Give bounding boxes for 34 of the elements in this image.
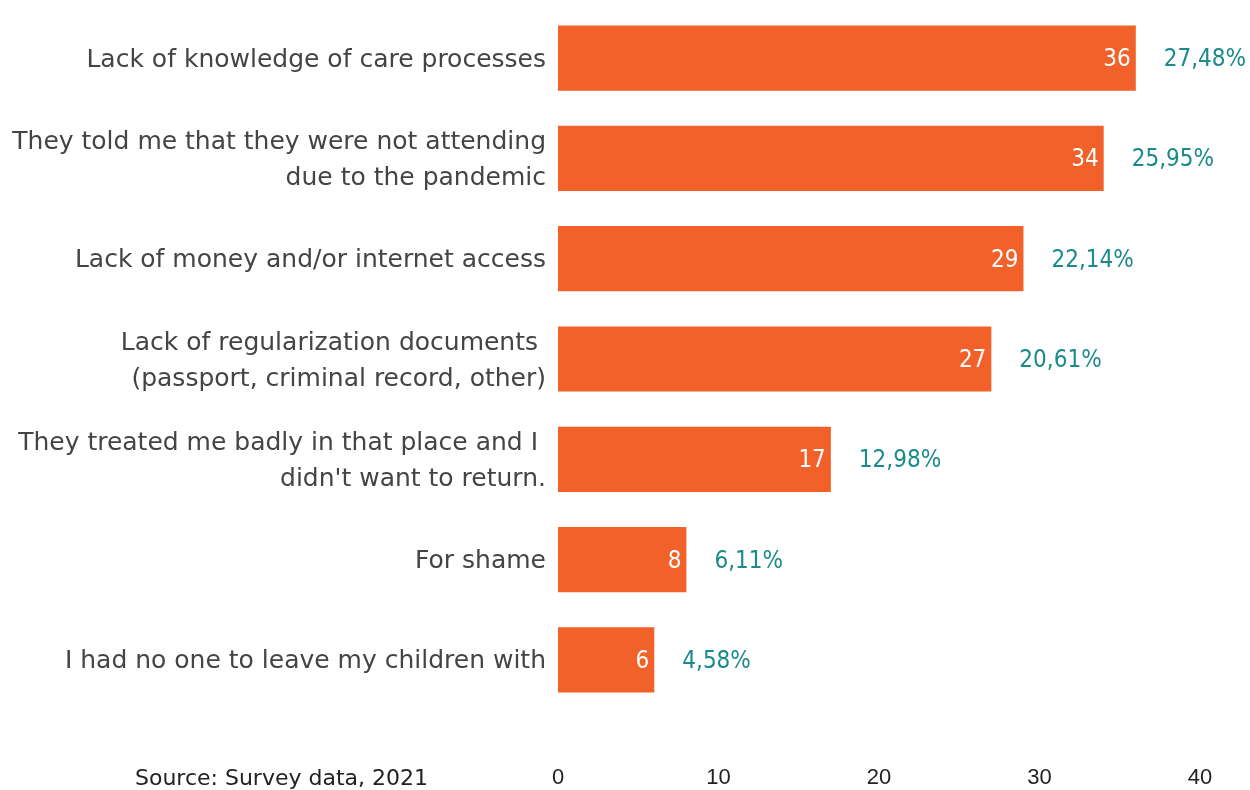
data-label: 34 bbox=[1071, 144, 1099, 173]
annotation: 12,98% bbox=[858, 445, 942, 474]
annotation: 25,95% bbox=[1131, 144, 1215, 173]
bar bbox=[558, 627, 655, 693]
y-tick-label: I had no one to leave my children with bbox=[64, 645, 546, 675]
annotation: 4,58% bbox=[682, 645, 751, 674]
x-tick-label: 40 bbox=[1187, 763, 1213, 789]
x-tick-label: 30 bbox=[1027, 763, 1052, 789]
bar bbox=[558, 125, 1104, 192]
x-tick-label: 20 bbox=[866, 763, 892, 789]
annotation: 20,61% bbox=[1019, 345, 1102, 373]
y-tick-label: Lack of knowledge of care processes bbox=[86, 43, 546, 73]
source-note: Source: Survey data, 2021 bbox=[135, 764, 429, 790]
bar bbox=[558, 426, 831, 492]
bar bbox=[558, 25, 1136, 91]
x-tick-label: 0 bbox=[551, 763, 565, 789]
annotation: 22,14% bbox=[1051, 244, 1134, 273]
bar bbox=[558, 226, 1024, 292]
data-label: 36 bbox=[1103, 44, 1131, 73]
data-label: 17 bbox=[798, 445, 826, 474]
data-label: 8 bbox=[667, 545, 682, 574]
annotation: 6,11% bbox=[714, 545, 783, 574]
y-tick-label: They treated me badly in that place and I didn't want to return. bbox=[17, 426, 546, 492]
bar bbox=[558, 526, 687, 593]
annotation: 27,48% bbox=[1163, 44, 1247, 73]
y-tick-label: They told me that they were not attending due to the pandemic bbox=[11, 125, 546, 191]
y-tick-label: Lack of money and/or internet access bbox=[74, 244, 546, 274]
x-tick-label: 10 bbox=[706, 763, 731, 789]
y-tick-label: Lack of regularization documents (passport, criminal record, other) bbox=[120, 326, 546, 392]
bar bbox=[558, 326, 992, 392]
data-label: 29 bbox=[990, 244, 1019, 273]
data-label: 27 bbox=[958, 345, 987, 373]
data-label: 6 bbox=[635, 645, 650, 674]
y-tick-label: For shame bbox=[415, 545, 546, 575]
